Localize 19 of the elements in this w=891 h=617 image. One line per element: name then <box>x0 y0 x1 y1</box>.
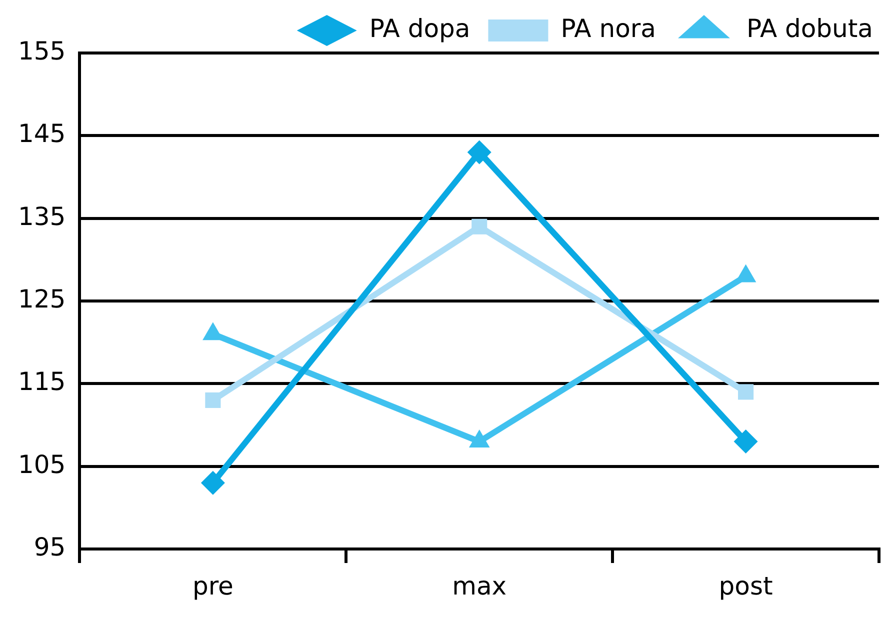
y-tick-label: 125 <box>18 284 66 314</box>
y-tick-label: 95 <box>34 532 66 562</box>
legend-label: PA dopa <box>369 14 470 43</box>
point <box>200 470 225 495</box>
point <box>467 140 492 164</box>
point <box>734 430 758 454</box>
point <box>205 392 221 408</box>
y-tick-label: 145 <box>18 119 66 148</box>
legend-label: PA nora <box>560 14 656 43</box>
legend-label: PA dobuta <box>746 14 874 43</box>
x-tick-label: post <box>718 572 773 600</box>
y-tick-label: 105 <box>18 450 66 479</box>
point <box>738 384 754 400</box>
x-tick-label: pre <box>192 572 234 600</box>
point <box>472 218 488 234</box>
x-tick-label: max <box>452 572 507 600</box>
y-tick-label: 135 <box>18 202 66 231</box>
y-tick-label: 115 <box>18 367 66 396</box>
y-tick-label: 155 <box>18 36 66 66</box>
